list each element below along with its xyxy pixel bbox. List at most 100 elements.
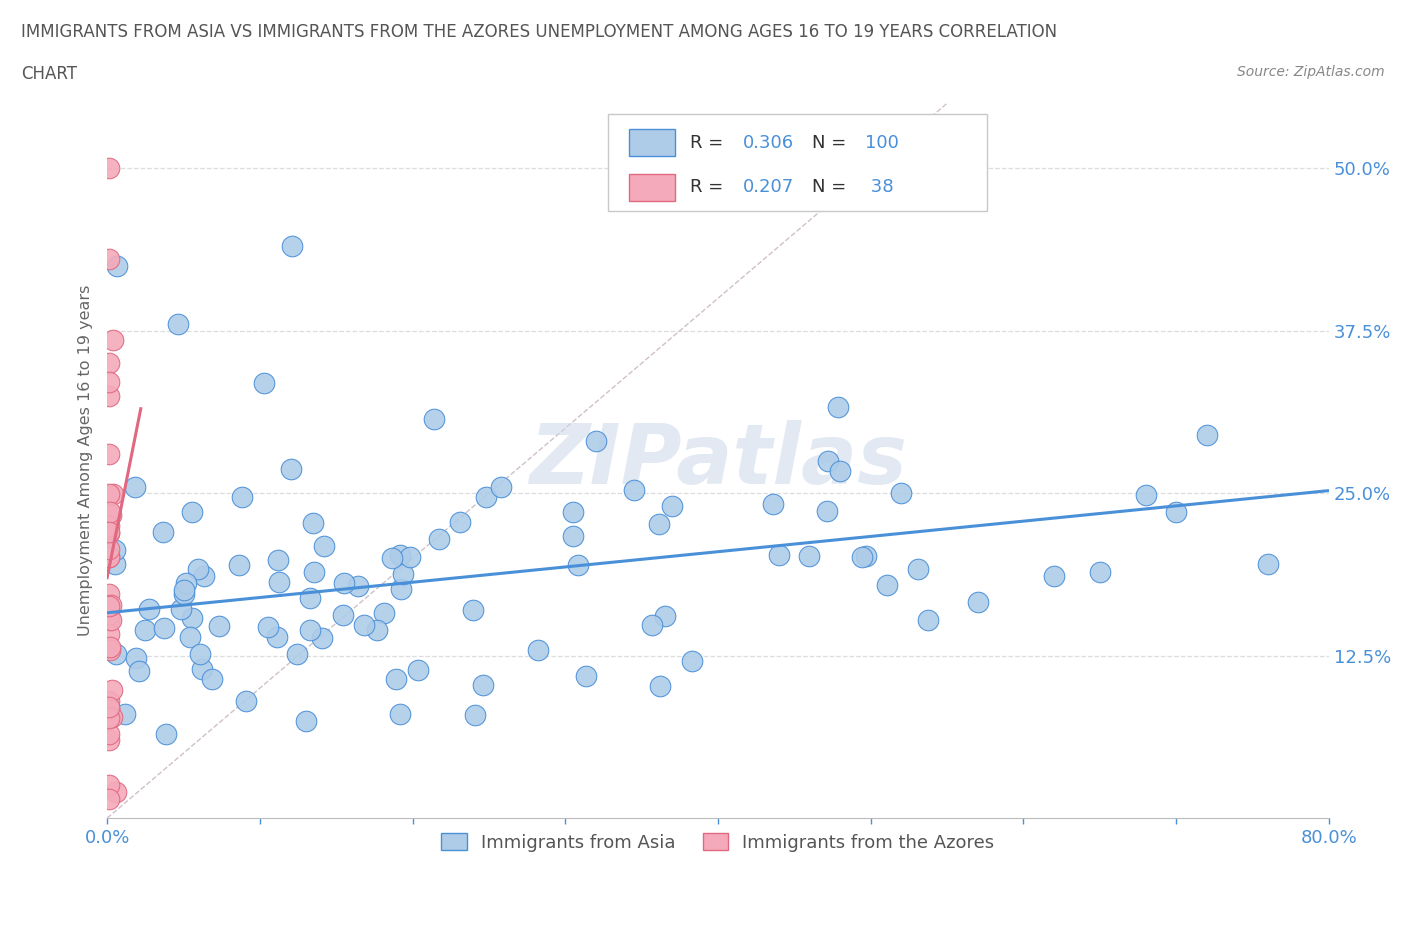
Point xyxy=(567,557,589,572)
Point xyxy=(830,463,852,478)
Point xyxy=(235,694,257,709)
Point xyxy=(311,631,333,645)
Point xyxy=(917,612,939,627)
Point xyxy=(389,581,412,596)
Point xyxy=(97,699,120,714)
Point xyxy=(1135,487,1157,502)
Text: 38: 38 xyxy=(865,179,893,196)
Point xyxy=(98,446,121,461)
Point xyxy=(100,508,122,523)
Point xyxy=(347,578,370,593)
Legend: Immigrants from Asia, Immigrants from the Azores: Immigrants from Asia, Immigrants from th… xyxy=(434,826,1001,859)
Point xyxy=(269,575,291,590)
FancyBboxPatch shape xyxy=(607,114,987,210)
Point xyxy=(100,710,122,724)
Point xyxy=(299,622,322,637)
Text: 0.306: 0.306 xyxy=(742,134,793,152)
Point xyxy=(366,622,388,637)
Point xyxy=(97,525,120,540)
Point xyxy=(295,713,318,728)
Point xyxy=(648,516,671,531)
Point xyxy=(97,252,120,267)
Point xyxy=(176,576,198,591)
Point xyxy=(890,485,912,500)
Point xyxy=(464,708,486,723)
Point xyxy=(97,612,120,627)
Point xyxy=(623,483,645,498)
Point xyxy=(817,454,839,469)
Point xyxy=(253,376,276,391)
Point xyxy=(827,399,849,414)
Point xyxy=(98,639,121,654)
Point xyxy=(280,462,302,477)
Point xyxy=(449,514,471,529)
Point xyxy=(256,620,278,635)
Point xyxy=(179,630,201,644)
Point xyxy=(201,672,224,687)
Point xyxy=(100,505,122,520)
Point xyxy=(762,497,785,512)
Point xyxy=(114,707,136,722)
Point xyxy=(815,504,838,519)
Point xyxy=(97,518,120,533)
Point xyxy=(97,607,120,622)
Point xyxy=(389,548,412,563)
Point xyxy=(471,678,494,693)
Point xyxy=(267,552,290,567)
Point xyxy=(187,562,209,577)
Point xyxy=(301,516,323,531)
Point xyxy=(98,733,121,748)
Point xyxy=(97,777,120,792)
Point xyxy=(231,490,253,505)
Point xyxy=(97,550,120,565)
Point xyxy=(138,602,160,617)
Point xyxy=(312,538,335,553)
Point xyxy=(373,605,395,620)
Point xyxy=(98,694,121,709)
Point xyxy=(173,587,195,602)
Text: ZIPatlas: ZIPatlas xyxy=(529,420,907,501)
Point xyxy=(228,557,250,572)
Point xyxy=(97,161,120,176)
Point xyxy=(97,542,120,557)
Text: CHART: CHART xyxy=(21,65,77,83)
Point xyxy=(1043,569,1066,584)
Point xyxy=(527,643,550,658)
Point xyxy=(97,525,120,539)
Point xyxy=(389,707,412,722)
Point xyxy=(105,646,128,661)
Point xyxy=(654,608,676,623)
Point xyxy=(101,486,124,501)
Point xyxy=(166,317,188,332)
Point xyxy=(97,626,120,641)
Point xyxy=(97,389,120,404)
Point xyxy=(97,587,120,602)
Point xyxy=(392,566,415,581)
Point xyxy=(128,664,150,679)
Point xyxy=(302,565,325,579)
Text: N =: N = xyxy=(813,134,852,152)
Point xyxy=(193,569,215,584)
Point xyxy=(125,651,148,666)
Point xyxy=(385,672,408,687)
Point xyxy=(181,611,204,626)
Text: 100: 100 xyxy=(865,134,898,152)
Point xyxy=(332,576,354,591)
Point xyxy=(648,678,671,693)
Point xyxy=(585,434,607,449)
Point xyxy=(1164,505,1187,520)
Point xyxy=(105,785,128,800)
Point xyxy=(97,599,120,614)
Point xyxy=(285,647,308,662)
Point xyxy=(1195,427,1218,442)
Point xyxy=(97,701,120,716)
Point xyxy=(855,549,877,564)
Point xyxy=(429,532,451,547)
Point xyxy=(966,595,988,610)
Point xyxy=(152,525,174,539)
Point xyxy=(474,489,496,504)
Point xyxy=(169,602,191,617)
Point xyxy=(423,411,446,426)
Point xyxy=(124,480,146,495)
Point xyxy=(907,561,929,576)
